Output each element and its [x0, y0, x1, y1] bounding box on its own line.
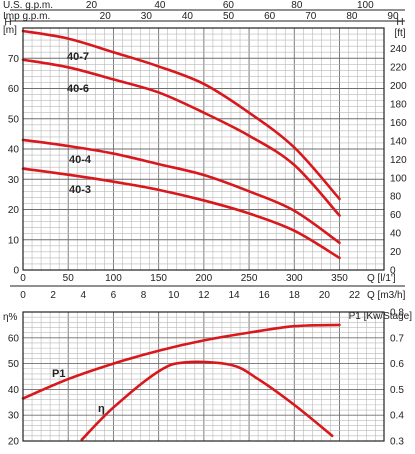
head-right-tick-label: 180 [390, 100, 407, 111]
efficiency-tick-label: 50 [8, 359, 20, 370]
curve-label-40-4: 40-4 [69, 154, 92, 166]
head-right-unit: [ft] [394, 28, 405, 39]
head-left-tick-label: 20 [8, 205, 20, 216]
power-tick-label: 0.3 [390, 437, 404, 448]
flow-lmin-tick-label: 350 [331, 273, 348, 284]
head-right-tick-label: 200 [390, 81, 407, 92]
flow-lmin-axis-label: Q [l/1'] [367, 273, 396, 284]
efficiency-tick-label: 30 [8, 411, 20, 422]
flow-lmin-tick-label: 150 [150, 273, 167, 284]
flow-m3h-tick-label: 18 [289, 290, 301, 301]
head-right-tick-label: 120 [390, 155, 407, 166]
flow-lmin-tick-label: 200 [196, 273, 213, 284]
head-right-axis-title: H [396, 17, 403, 28]
head-right-tick-label: 80 [390, 192, 402, 203]
flow-m3h-tick-label: 12 [198, 290, 210, 301]
imp-gpm-tick-label: 20 [100, 11, 112, 22]
head-curve-40-6 [21, 58, 341, 217]
us-gpm-tick-label: 80 [291, 0, 303, 11]
flow-m3h-tick-label: 10 [168, 290, 180, 301]
flow-lmin-tick-label: 100 [105, 273, 122, 284]
power-axis-title: P1 [Kw/Stage] [349, 311, 413, 322]
head-chart-frame [22, 27, 385, 271]
curve-label-40-3: 40-3 [69, 184, 91, 196]
efficiency-tick-label: 40 [8, 385, 20, 396]
flow-m3h-tick-label: 4 [81, 290, 87, 301]
flow-m3h-tick-label: 14 [228, 290, 240, 301]
efficiency-tick-label: 20 [8, 437, 20, 448]
chart-frames [10, 9, 405, 442]
head-left-tick-label: 0 [13, 266, 19, 277]
imp-gpm-tick-label: 90 [387, 11, 399, 22]
imp-gpm-tick-label: 60 [264, 11, 276, 22]
us-gpm-tick-label: 100 [357, 0, 374, 11]
head-left-tick-label: 40 [8, 145, 20, 156]
efficiency-chart-frame [22, 311, 385, 442]
imp-gpm-tick-label: 50 [223, 11, 235, 22]
head-left-unit: [m] [3, 25, 17, 36]
us-gpm-axis-label: U.S. g.p.m. [3, 0, 53, 11]
efficiency-tick-label: 60 [8, 333, 20, 344]
head-curve-40-3 [21, 167, 341, 260]
imp-gpm-tick-label: 70 [305, 11, 317, 22]
flow-m3h-tick-label: 0 [20, 290, 26, 301]
curve-eta [80, 360, 334, 442]
efficiency-power-chart-grid [22, 311, 384, 442]
us-gpm-tick-label: 40 [154, 0, 166, 11]
head-curve-40-7 [21, 29, 341, 201]
flow-lmin-tick-label: 0 [20, 273, 26, 284]
imp-gpm-axis-label: Imp g.p.m. [3, 11, 50, 22]
head-curves [21, 29, 341, 260]
power-tick-label: 0.5 [390, 385, 404, 396]
head-right-tick-label: 220 [390, 63, 407, 74]
power-tick-label: 0.7 [390, 333, 404, 344]
head-right-tick-label: 20 [390, 247, 402, 258]
head-left-axis-title: H [4, 17, 11, 28]
efficiency-axis-title: η% [3, 312, 18, 323]
head-left-tick-label: 70 [8, 54, 20, 65]
flow-m3h-tick-label: 6 [111, 290, 117, 301]
efficiency-power-curves [21, 323, 341, 442]
head-right-tick-label: 240 [390, 44, 407, 55]
power-tick-label: 0.6 [390, 359, 404, 370]
head-curve-40-4 [21, 138, 341, 245]
flow-m3h-tick-label: 2 [50, 290, 56, 301]
imp-gpm-tick-label: 30 [141, 11, 153, 22]
flow-m3h-tick-label: 20 [319, 290, 331, 301]
flow-m3h-tick-label: 22 [349, 290, 361, 301]
head-left-tick-label: 50 [8, 114, 20, 125]
imp-gpm-tick-label: 40 [182, 11, 194, 22]
power-tick-label: 0.8 [390, 308, 404, 319]
imp-gpm-tick-label: 80 [346, 11, 358, 22]
power-tick-label: 0.4 [390, 411, 404, 422]
head-right-tick-label: 40 [390, 229, 402, 240]
head-right-tick-label: 140 [390, 136, 407, 147]
series-label-p1: P1 [52, 368, 65, 380]
curve-p1 [21, 323, 341, 400]
us-gpm-tick-label: 20 [86, 0, 98, 11]
head-chart-grid [22, 27, 384, 271]
flow-lmin-tick-label: 250 [241, 273, 258, 284]
series-label-eta: η [98, 403, 105, 415]
head-right-tick-label: 60 [390, 210, 402, 221]
flow-m3h-tick-label: 16 [259, 290, 271, 301]
flow-lmin-tick-label: 300 [286, 273, 303, 284]
head-right-tick-label: 100 [390, 173, 407, 184]
flow-m3h-tick-label: 8 [141, 290, 147, 301]
us-gpm-tick-label: 60 [223, 0, 235, 11]
curve-label-40-6: 40-6 [67, 83, 89, 95]
head-left-tick-label: 30 [8, 175, 20, 186]
head-left-tick-label: 10 [8, 235, 20, 246]
flow-m3h-axis-label: Q [m3/h] [367, 290, 406, 301]
curve-label-40-7: 40-7 [67, 51, 89, 63]
head-left-tick-label: 60 [8, 84, 20, 95]
flow-lmin-tick-label: 50 [63, 273, 75, 284]
head-right-tick-label: 0 [390, 266, 396, 277]
head-right-tick-label: 160 [390, 118, 407, 129]
